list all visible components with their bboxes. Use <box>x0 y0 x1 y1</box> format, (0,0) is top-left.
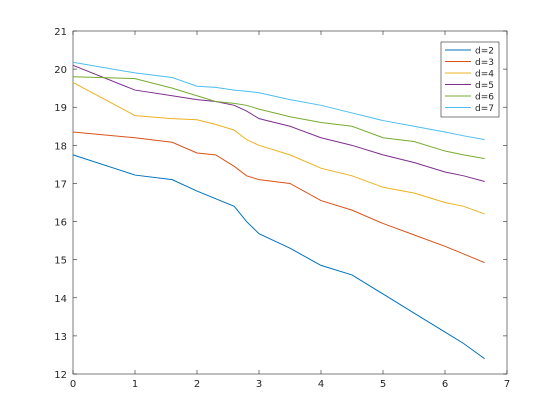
x-tick-label: 2 <box>194 379 200 390</box>
y-tick-label: 21 <box>54 27 67 38</box>
legend-label: d=2 <box>475 47 494 57</box>
y-tick-label: 12 <box>54 370 67 381</box>
x-tick-label: 1 <box>132 379 138 390</box>
series-line <box>72 61 485 141</box>
x-tick-label: 5 <box>380 379 386 390</box>
legend-label: d=5 <box>475 81 494 91</box>
plot-area <box>72 30 508 375</box>
y-tick-label: 15 <box>54 256 67 267</box>
x-tick-label: 7 <box>504 379 510 390</box>
series-line <box>72 76 485 160</box>
y-tick-label: 19 <box>54 103 67 114</box>
y-tick-label: 20 <box>54 65 67 76</box>
legend-label: d=7 <box>475 104 494 114</box>
y-tick-label: 14 <box>54 294 67 305</box>
y-tick-label: 18 <box>54 141 67 152</box>
series-line <box>72 131 485 264</box>
series-line <box>72 154 485 360</box>
x-tick-label: 3 <box>256 379 262 390</box>
y-tick-label: 17 <box>54 179 67 190</box>
legend-label: d=3 <box>475 58 494 68</box>
series-line <box>72 82 485 215</box>
y-tick-label: 16 <box>54 218 67 229</box>
x-tick-label: 4 <box>318 379 324 390</box>
series-line <box>72 64 485 183</box>
legend-box <box>440 41 500 118</box>
y-tick-label: 13 <box>54 332 67 343</box>
x-tick-label: 6 <box>442 379 448 390</box>
legend-label: d=6 <box>475 93 494 103</box>
x-tick-label: 0 <box>70 379 76 390</box>
legend-label: d=4 <box>475 70 494 80</box>
